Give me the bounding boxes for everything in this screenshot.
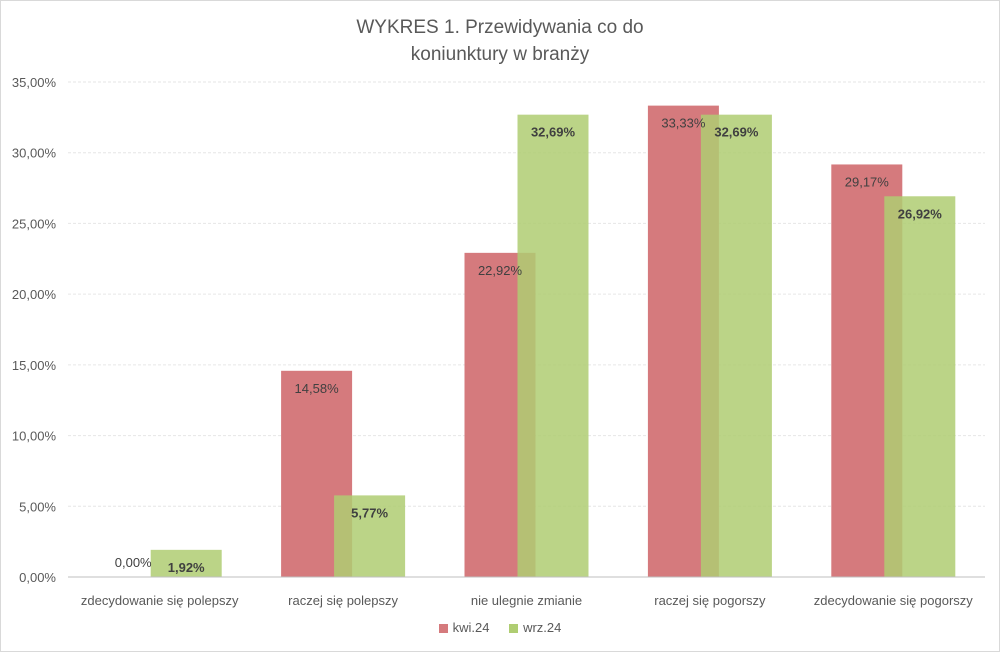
y-tick-label: 30,00%	[12, 146, 57, 161]
x-tick-label: zdecydowanie się polepszy	[81, 593, 239, 608]
title-line-2: koniunktury w branży	[410, 44, 590, 65]
data-label: 32,69%	[714, 125, 759, 140]
x-tick-label: nie ulegnie zmianie	[471, 593, 582, 608]
y-tick-label: 15,00%	[12, 358, 57, 373]
legend-label: kwi.24	[452, 620, 490, 635]
bar-wrz.24	[150, 549, 222, 577]
legend-swatch	[509, 624, 519, 634]
y-tick-label: 35,00%	[12, 75, 57, 90]
data-label: 26,92%	[898, 206, 943, 221]
bar-wrz.24	[700, 114, 772, 578]
y-tick-label: 0,00%	[19, 570, 56, 585]
chart-title: WYKRES 1. Przewidywania co do koniunktur…	[0, 14, 1000, 68]
bar-wrz.24	[334, 495, 406, 577]
data-label: 29,17%	[845, 174, 890, 189]
x-tick-label: zdecydowanie się pogorszy	[814, 593, 973, 608]
y-tick-label: 25,00%	[12, 216, 57, 231]
legend-item-kwi: kwi.24	[438, 620, 490, 635]
legend-label: wrz.24	[523, 620, 562, 635]
title-line-1: WYKRES 1. Przewidywania co do	[356, 17, 644, 38]
legend-item-wrz: wrz.24	[509, 620, 561, 635]
y-tick-label: 10,00%	[12, 429, 57, 444]
data-label: 22,92%	[478, 263, 523, 278]
legend: kwi.24 wrz.24	[0, 620, 1000, 635]
x-tick-label: raczej się polepszy	[288, 593, 398, 608]
bar-wrz.24	[884, 196, 956, 577]
data-label: 5,77%	[351, 505, 388, 520]
legend-swatch	[438, 624, 448, 634]
data-label: 0,00%	[115, 555, 152, 570]
y-tick-label: 20,00%	[12, 287, 57, 302]
bar-wrz.24	[517, 114, 589, 578]
x-tick-label: raczej się pogorszy	[654, 593, 766, 608]
data-label: 14,58%	[295, 381, 340, 396]
data-label: 32,69%	[531, 125, 576, 140]
y-tick-label: 5,00%	[19, 499, 56, 514]
data-label: 33,33%	[661, 116, 706, 131]
data-label: 1,92%	[168, 560, 205, 575]
